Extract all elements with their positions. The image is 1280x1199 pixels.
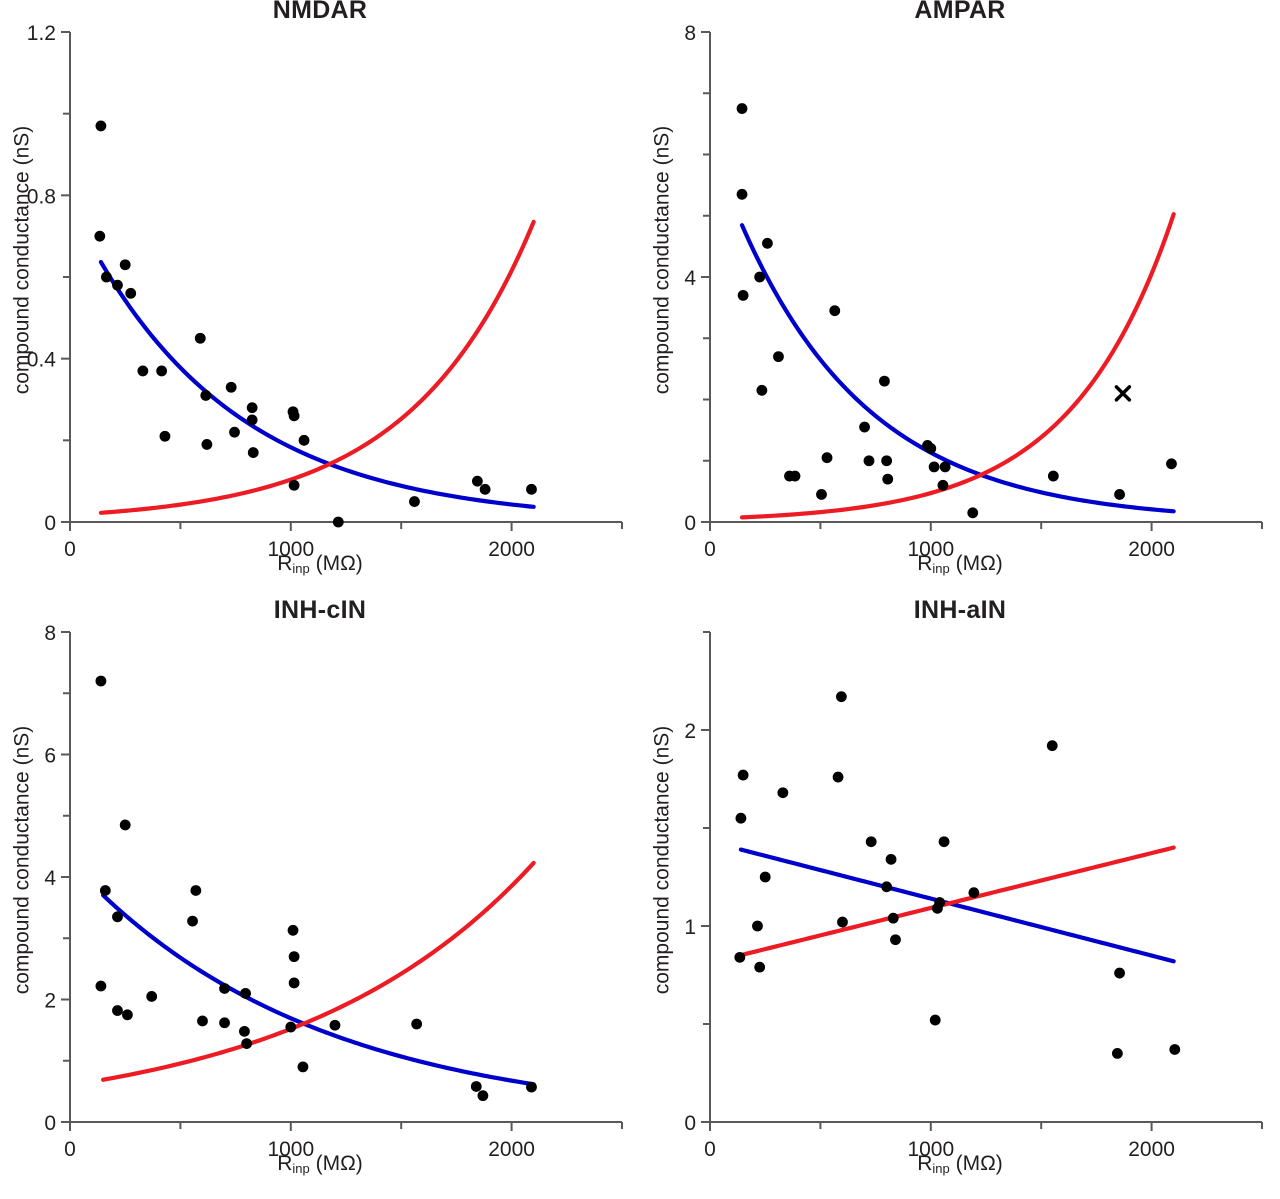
svg-text:0: 0 — [64, 538, 76, 561]
panel-title: NMDAR — [272, 0, 368, 24]
svg-text:6: 6 — [44, 745, 56, 768]
svg-text:0: 0 — [684, 1112, 696, 1135]
svg-text:0.4: 0.4 — [27, 349, 57, 372]
plot-area-inh-cin: 0 2 4 6 8 0 1000 2000 — [44, 622, 623, 1161]
svg-text:0: 0 — [44, 1112, 56, 1135]
svg-text:0: 0 — [64, 1138, 76, 1161]
svg-text:2: 2 — [44, 990, 56, 1013]
svg-text:2000: 2000 — [488, 538, 535, 561]
panel-inh-ain: INH-aIN 0 1 2 0 1000 2000 compound conductanc… — [640, 596, 1280, 1199]
svg-text:8: 8 — [44, 622, 56, 645]
plot-area-ampar: 0 4 8 0 1000 2000 — [684, 22, 1263, 561]
svg-text:4: 4 — [44, 867, 56, 890]
svg-text:0: 0 — [684, 512, 696, 535]
panel-title: INH-cIN — [273, 596, 367, 624]
svg-text:1000: 1000 — [267, 1138, 314, 1161]
svg-text:0: 0 — [704, 538, 716, 561]
svg-text:2000: 2000 — [1128, 538, 1175, 561]
svg-text:4: 4 — [684, 267, 696, 290]
panel-inh-cin: INH-cIN 0 2 4 6 8 0 1000 2000 compound conducta… — [0, 596, 640, 1199]
svg-text:2000: 2000 — [1128, 1138, 1175, 1161]
svg-text:1: 1 — [684, 916, 696, 939]
svg-text:0: 0 — [44, 512, 56, 535]
svg-text:8: 8 — [684, 22, 696, 45]
svg-text:1000: 1000 — [267, 538, 314, 561]
svg-text:0.8: 0.8 — [27, 185, 56, 208]
plot-area-nmdar: 0 0.4 0.8 1.2 0 1000 2000 — [27, 22, 623, 561]
panel-title: INH-aIN — [913, 596, 1007, 624]
svg-text:1.2: 1.2 — [27, 22, 56, 45]
panel-nmdar: NMDAR 0 0.4 0.8 1.2 0 1000 2000 compound condu… — [0, 0, 640, 599]
svg-text:1000: 1000 — [907, 538, 954, 561]
svg-text:1000: 1000 — [907, 1138, 954, 1161]
svg-text:2000: 2000 — [488, 1138, 535, 1161]
svg-text:2: 2 — [684, 720, 696, 743]
svg-text:0: 0 — [704, 1138, 716, 1161]
plot-area-inh-ain: 0 1 2 0 1000 2000 — [684, 631, 1263, 1161]
panel-ampar: AMPAR 0 4 8 0 1000 2000 compound conductance … — [640, 0, 1280, 599]
panel-title: AMPAR — [914, 0, 1006, 24]
